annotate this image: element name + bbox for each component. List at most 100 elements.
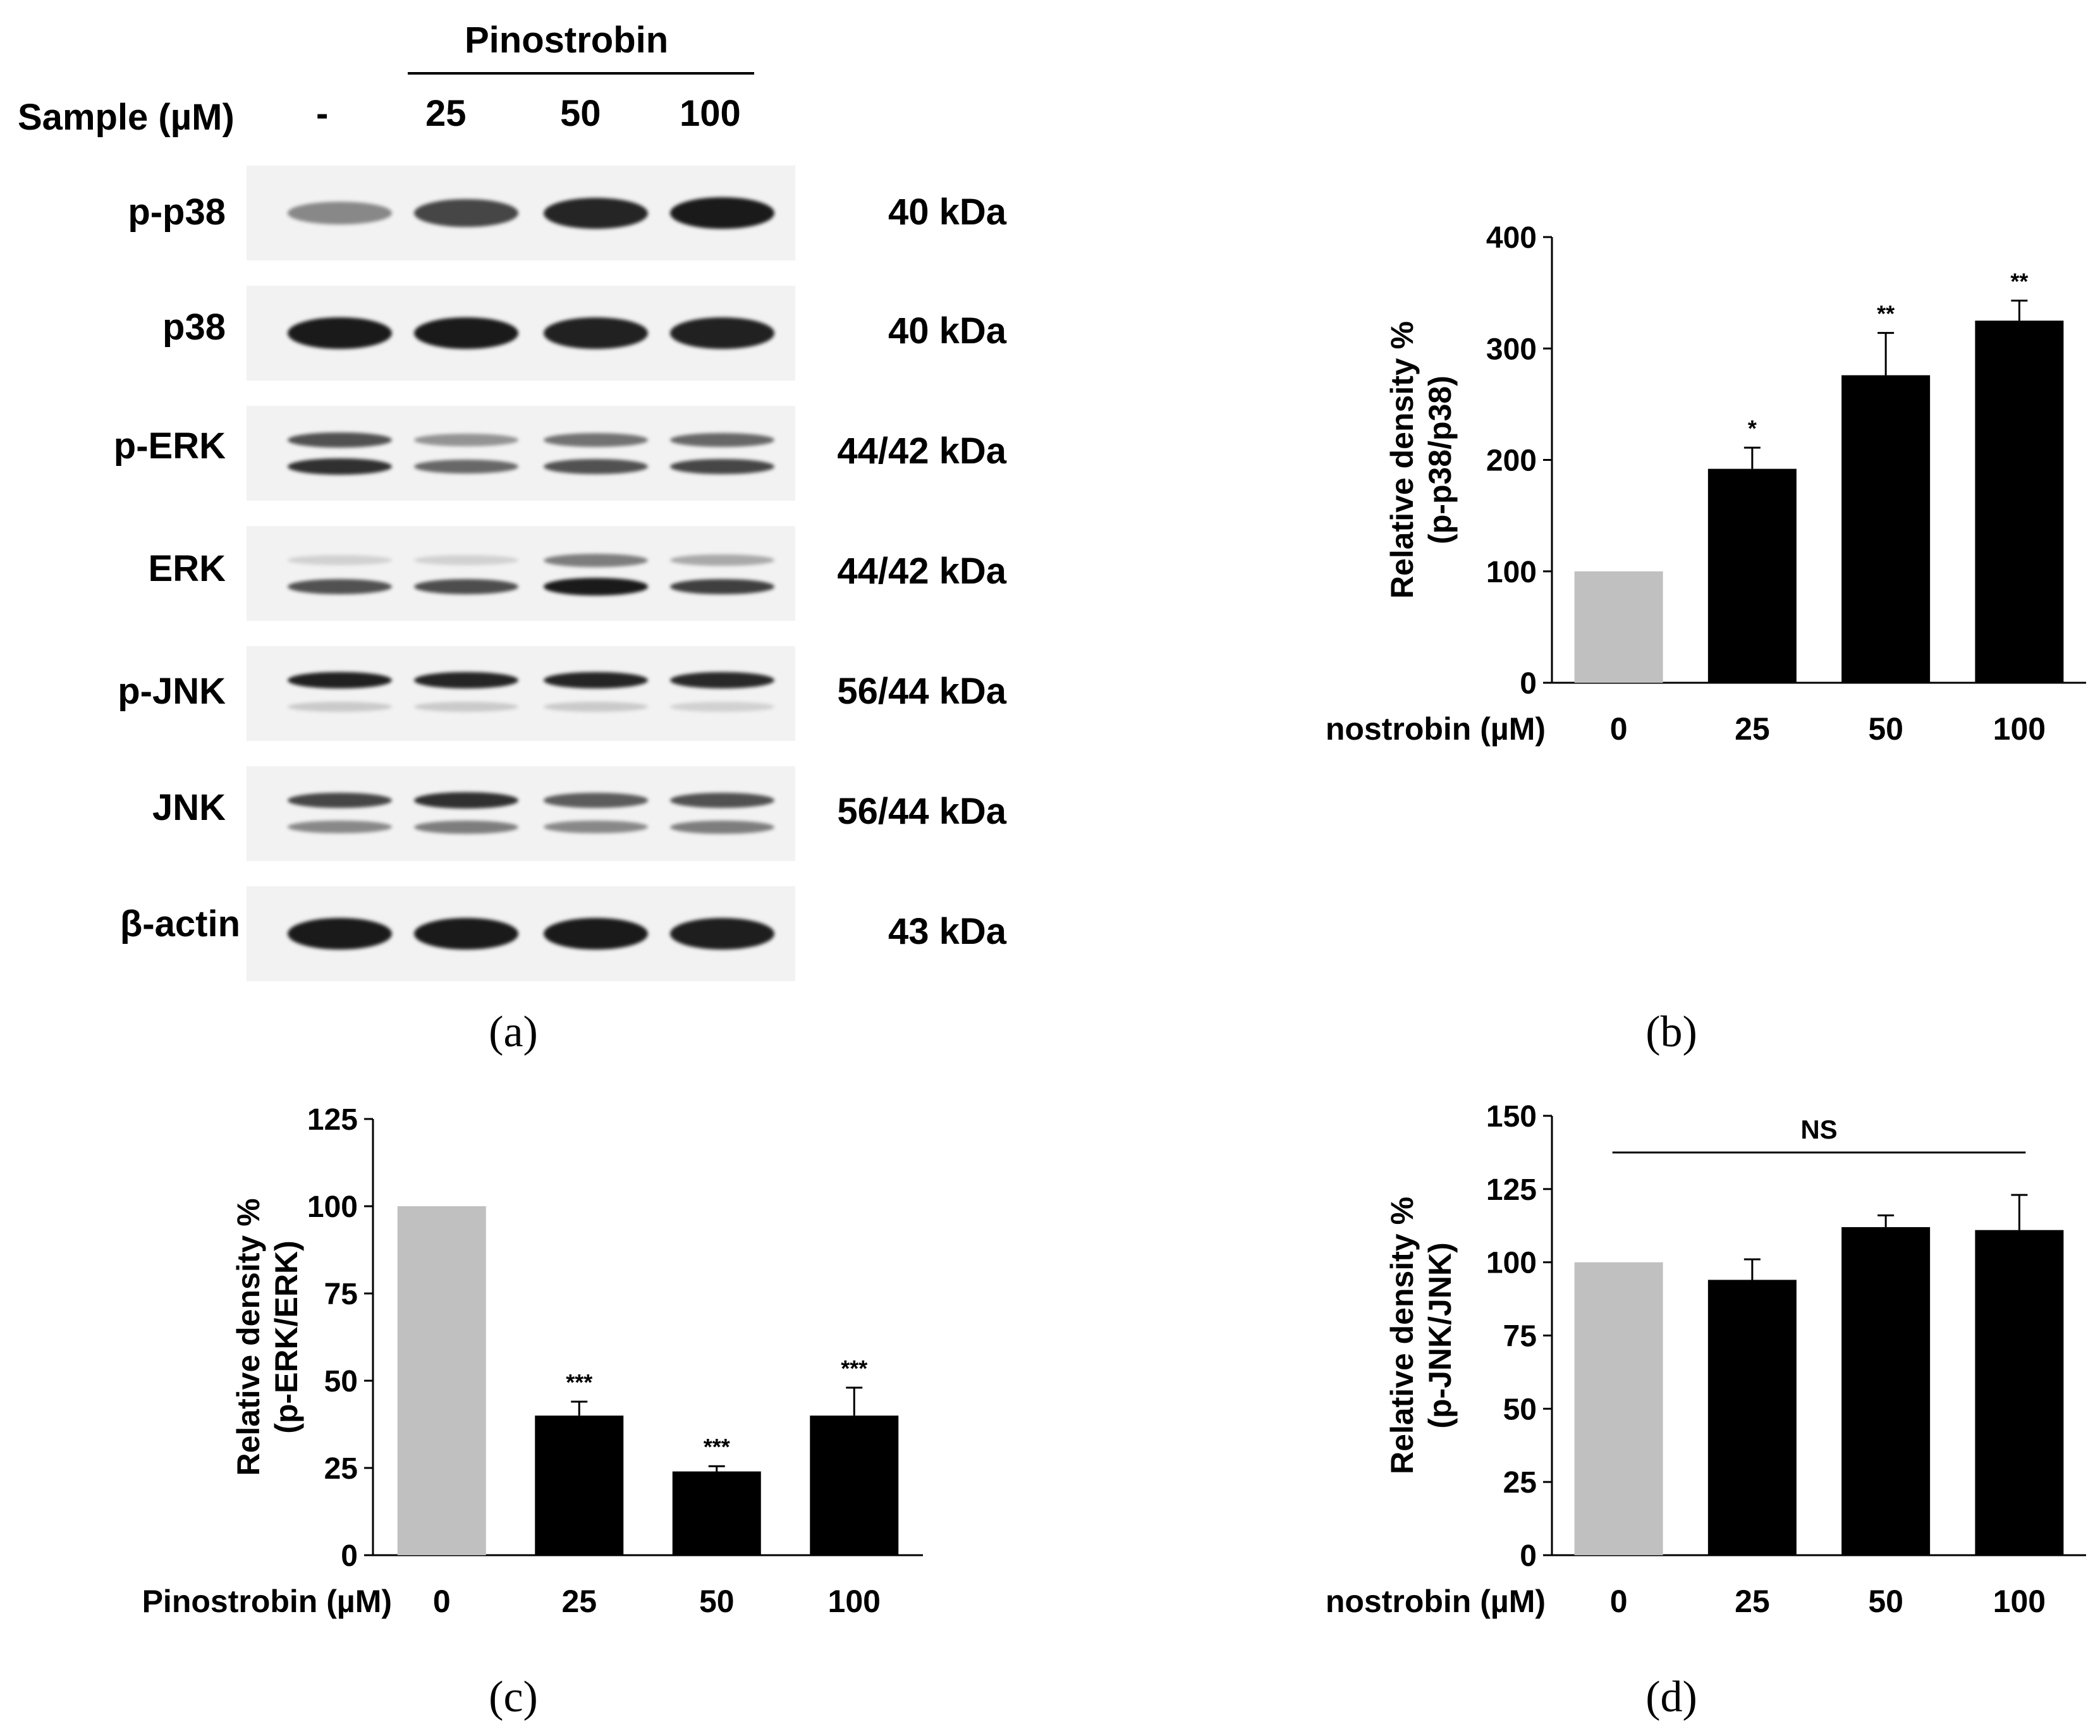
blot-band (414, 917, 518, 950)
x-tick-label: 50 (1868, 711, 1903, 747)
lane-label-0: - (316, 93, 329, 134)
blot-band (670, 458, 774, 475)
treatment-title: Pinostrobin (465, 20, 669, 61)
blot-band (414, 317, 518, 350)
x-tick-label: 100 (1993, 711, 2046, 747)
blot-band (670, 317, 774, 349)
x-tick-label: 25 (1735, 1584, 1770, 1619)
sample-label: Sample (µM) (18, 97, 235, 138)
x-axis-label: Pinostrobin (µM) (1328, 1584, 1546, 1619)
y-tick-label: 50 (1503, 1393, 1537, 1426)
blot-band (670, 432, 774, 448)
blot-band (414, 199, 518, 228)
blot-band (288, 579, 392, 594)
bar-25 (1707, 1280, 1797, 1555)
bar-0 (1574, 571, 1663, 683)
bar-50 (1841, 1227, 1931, 1555)
blot-band (670, 197, 774, 229)
blot-band (544, 793, 648, 808)
blot-band (670, 554, 774, 566)
chart-b-svg: 0 100 200 300 400 Relative density % (p-p38/p3… (1328, 221, 2086, 747)
size-label-p38: 40 kDa (888, 310, 1006, 351)
x-tick-label: 100 (828, 1584, 881, 1619)
size-label-p-p38: 40 kDa (888, 192, 1006, 233)
blot-strip-6 (247, 886, 795, 981)
blot-band (288, 432, 392, 448)
x-tick-label: 100 (1993, 1584, 2046, 1619)
significance-marker: *** (841, 1355, 867, 1381)
lane-label-3: 100 (680, 93, 741, 134)
y-tick-label: 200 (1486, 444, 1537, 478)
blot-band (288, 317, 392, 350)
x-axis-label: Pinostrobin (µM) (1328, 711, 1546, 747)
protein-label-p38: p38 (162, 307, 226, 348)
y-tick-label: 0 (1520, 667, 1537, 700)
bar-50 (672, 1471, 761, 1555)
blot-band (670, 918, 774, 950)
x-tick-label: 25 (1735, 711, 1770, 747)
y-tick-label: 300 (1486, 333, 1537, 366)
size-label-p-ERK: 44/42 kDa (837, 431, 1006, 472)
bar-25 (1707, 468, 1797, 683)
y-axis-label-line1: Relative density % (231, 1198, 266, 1476)
y-axis-label-line2: (p-p38/p38) (1422, 376, 1458, 544)
y-axis-label: Relative density % (p-JNK/JNK) (1384, 1197, 1458, 1474)
blot-band (544, 433, 648, 447)
x-tick-label: 25 (561, 1584, 597, 1619)
blot-band (414, 671, 518, 689)
y-axis-label-line2: (p-JNK/JNK) (1422, 1242, 1458, 1428)
chart-c-svg: 0 25 50 75 100 125 Relative density % (p-ERK/ER… (142, 1103, 923, 1619)
blot-strip-5 (247, 766, 795, 861)
blot-band (288, 458, 392, 475)
significance-marker: ** (2010, 268, 2028, 294)
y-tick-label: 75 (324, 1278, 358, 1311)
bar-0 (1574, 1262, 1663, 1555)
significance-marker: *** (566, 1369, 592, 1395)
blot-strip-4 (247, 646, 795, 741)
blot-band (414, 578, 518, 595)
blot-band (414, 555, 518, 565)
y-axis-label: Relative density % (p-ERK/ERK) (231, 1198, 304, 1476)
y-axis-label-line1: Relative density % (1384, 1197, 1420, 1474)
blot-band (288, 917, 392, 950)
bar-100 (1975, 321, 2064, 683)
y-axis-label-line2: (p-ERK/ERK) (269, 1240, 304, 1434)
blot-band (288, 792, 392, 809)
caption-d: (d) (1645, 1673, 1697, 1721)
size-label-p-JNK: 56/44 kDa (837, 671, 1006, 712)
blot-band (544, 578, 648, 596)
lane-label-2: 50 (560, 93, 601, 134)
x-tick-label: 0 (433, 1584, 451, 1619)
size-label-beta-actin: 43 kDa (888, 911, 1006, 952)
blot-band (670, 793, 774, 808)
significance-marker: * (1748, 415, 1757, 441)
blot-band (544, 459, 648, 474)
bar-50 (1841, 375, 1931, 683)
lane-label-1: 25 (425, 93, 467, 134)
protein-label-p-p38: p-p38 (128, 192, 226, 233)
y-tick-label: 25 (324, 1452, 358, 1486)
blot-band (288, 555, 392, 565)
y-tick-label: 125 (1486, 1173, 1537, 1207)
blot-strip-0 (247, 166, 795, 260)
protein-label-p-ERK: p-ERK (113, 425, 226, 467)
size-label-JNK: 56/44 kDa (837, 791, 1006, 832)
blot-band (414, 792, 518, 809)
blot-strip-3 (247, 526, 795, 621)
bar-25 (535, 1415, 624, 1555)
chart-d-svg: 0 25 50 75 100 125 150 Relative density % (p-JNK… (1328, 1100, 2086, 1619)
y-axis-label-line1: Relative density % (1384, 321, 1420, 599)
blot-band (544, 820, 648, 834)
protein-label-p-JNK: p-JNK (118, 671, 226, 712)
ns-annotation: NS (1800, 1115, 1837, 1144)
caption-b: (b) (1645, 1008, 1697, 1056)
y-tick-label: 100 (307, 1190, 358, 1224)
y-tick-label: 75 (1503, 1320, 1537, 1354)
x-tick-label: 0 (1610, 1584, 1628, 1619)
blot-band (414, 820, 518, 834)
blot-band (544, 701, 648, 712)
bar-0 (397, 1206, 486, 1555)
size-label-ERK: 44/42 kDa (837, 551, 1006, 592)
blot-strip-1 (247, 286, 795, 381)
bar-100 (1975, 1230, 2064, 1555)
